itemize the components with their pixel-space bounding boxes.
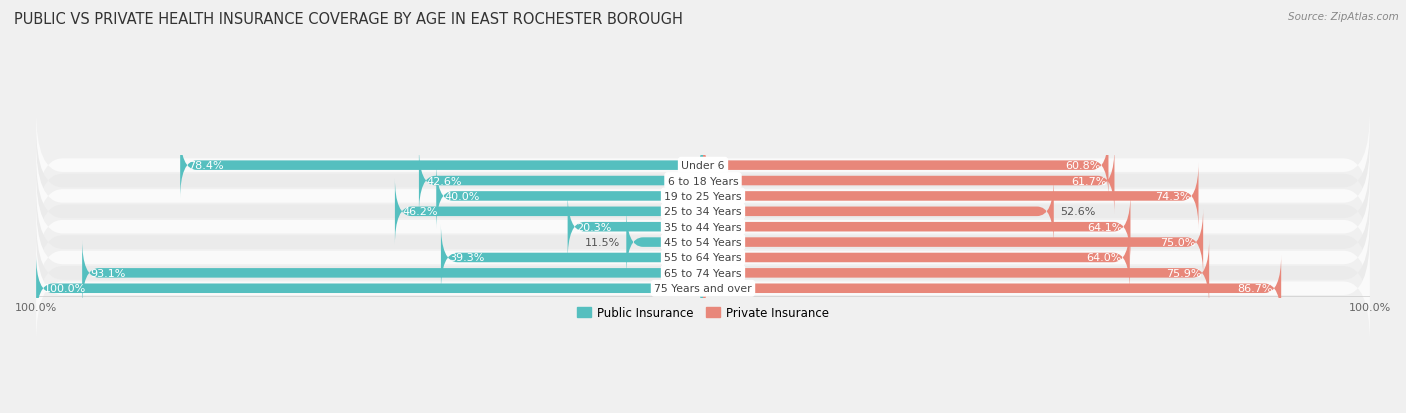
Legend: Public Insurance, Private Insurance: Public Insurance, Private Insurance [572,301,834,324]
FancyBboxPatch shape [37,234,1369,343]
Text: 60.8%: 60.8% [1066,161,1101,171]
Text: 20.3%: 20.3% [575,222,612,232]
Text: 42.6%: 42.6% [427,176,463,186]
FancyBboxPatch shape [703,224,1130,292]
Text: 74.3%: 74.3% [1154,192,1191,202]
Text: Source: ZipAtlas.com: Source: ZipAtlas.com [1288,12,1399,22]
FancyBboxPatch shape [436,163,703,230]
FancyBboxPatch shape [37,173,1369,282]
Text: 19 to 25 Years: 19 to 25 Years [664,192,742,202]
FancyBboxPatch shape [703,240,1209,307]
Text: 6 to 18 Years: 6 to 18 Years [668,176,738,186]
Text: 64.0%: 64.0% [1087,253,1122,263]
FancyBboxPatch shape [441,224,703,292]
FancyBboxPatch shape [703,132,1108,199]
Text: Under 6: Under 6 [682,161,724,171]
FancyBboxPatch shape [626,209,703,276]
Text: 55 to 64 Years: 55 to 64 Years [664,253,742,263]
Text: 75.0%: 75.0% [1160,237,1195,247]
FancyBboxPatch shape [37,203,1369,313]
FancyBboxPatch shape [37,188,1369,297]
Text: 86.7%: 86.7% [1237,284,1274,294]
Text: 39.3%: 39.3% [449,253,484,263]
Text: 75 Years and over: 75 Years and over [654,284,752,294]
FancyBboxPatch shape [37,218,1369,328]
FancyBboxPatch shape [703,194,1130,261]
FancyBboxPatch shape [568,194,703,261]
FancyBboxPatch shape [37,111,1369,221]
FancyBboxPatch shape [37,255,703,322]
FancyBboxPatch shape [703,255,1281,322]
Text: 65 to 74 Years: 65 to 74 Years [664,268,742,278]
Text: 45 to 54 Years: 45 to 54 Years [664,237,742,247]
Text: 75.9%: 75.9% [1166,268,1201,278]
FancyBboxPatch shape [703,147,1115,215]
Text: 35 to 44 Years: 35 to 44 Years [664,222,742,232]
Text: 64.1%: 64.1% [1087,222,1122,232]
FancyBboxPatch shape [37,126,1369,236]
Text: 61.7%: 61.7% [1071,176,1107,186]
FancyBboxPatch shape [395,178,703,245]
Text: 40.0%: 40.0% [444,192,479,202]
FancyBboxPatch shape [703,209,1204,276]
Text: 78.4%: 78.4% [188,161,224,171]
FancyBboxPatch shape [419,147,703,215]
Text: 100.0%: 100.0% [44,284,86,294]
FancyBboxPatch shape [82,240,703,307]
FancyBboxPatch shape [37,142,1369,251]
Text: 93.1%: 93.1% [90,268,125,278]
FancyBboxPatch shape [37,157,1369,266]
Text: 11.5%: 11.5% [585,237,620,247]
FancyBboxPatch shape [703,163,1198,230]
Text: PUBLIC VS PRIVATE HEALTH INSURANCE COVERAGE BY AGE IN EAST ROCHESTER BOROUGH: PUBLIC VS PRIVATE HEALTH INSURANCE COVER… [14,12,683,27]
Text: 52.6%: 52.6% [1060,207,1095,217]
FancyBboxPatch shape [703,178,1053,245]
Text: 46.2%: 46.2% [404,207,439,217]
FancyBboxPatch shape [180,132,703,199]
Text: 25 to 34 Years: 25 to 34 Years [664,207,742,217]
